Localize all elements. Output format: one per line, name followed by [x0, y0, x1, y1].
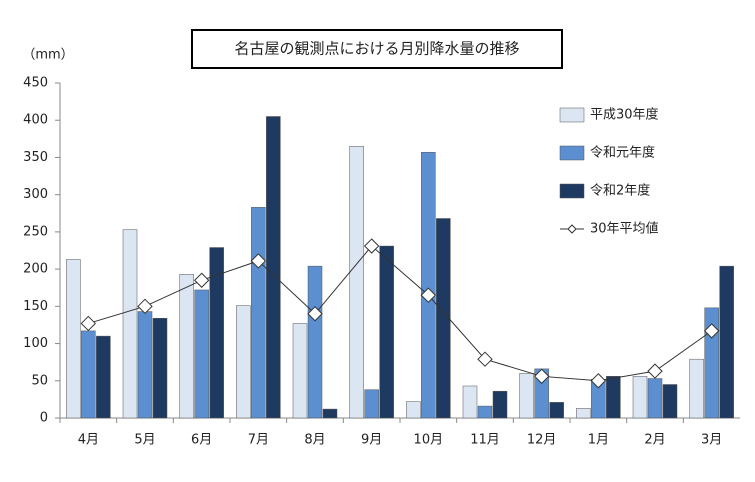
bar	[81, 330, 96, 419]
x-tick-label: 8月	[304, 433, 325, 448]
legend-swatch	[559, 145, 585, 161]
bar	[719, 265, 734, 419]
legend-marker	[567, 224, 577, 234]
bar	[704, 307, 719, 419]
bar	[519, 373, 534, 419]
bar	[209, 247, 224, 419]
bar	[689, 358, 704, 419]
marker	[137, 298, 153, 315]
bar	[292, 323, 308, 419]
bar	[492, 390, 508, 419]
y-tick-label: 450	[23, 76, 48, 91]
x-tick-label: 10月	[414, 433, 444, 448]
line	[88, 245, 712, 382]
marker	[647, 363, 663, 379]
bar	[66, 259, 81, 419]
bar	[647, 378, 663, 419]
marker	[703, 323, 720, 339]
bar	[152, 317, 168, 419]
bar	[406, 401, 421, 419]
legend-swatch	[559, 107, 585, 123]
bar	[349, 146, 364, 419]
marker	[193, 272, 210, 288]
x-tick-label: 9月	[361, 433, 382, 448]
x-tick-label: 3月	[701, 433, 722, 448]
bar	[122, 229, 138, 419]
bar	[364, 389, 379, 419]
y-tick-label: 300	[23, 187, 48, 202]
marker	[420, 287, 437, 303]
x-tick-label: 11月	[470, 433, 500, 448]
y-tick-label: 0	[40, 411, 48, 426]
marker	[477, 351, 493, 367]
y-tick-label: 150	[23, 299, 48, 314]
bar	[477, 405, 493, 419]
marker	[250, 253, 267, 269]
bar	[96, 335, 111, 419]
bar	[137, 311, 153, 419]
x-tick-label: 4月	[78, 433, 99, 448]
bar	[236, 305, 251, 419]
legend-label: 令和2年度	[590, 183, 650, 199]
legend-label: 30年平均値	[590, 221, 659, 237]
bar	[179, 274, 194, 419]
y-tick-label: 350	[23, 150, 48, 165]
bar	[606, 376, 621, 419]
bar	[576, 408, 591, 419]
x-tick-label: 2月	[644, 433, 665, 448]
marker	[533, 368, 550, 385]
legend-label: 令和元年度	[590, 145, 655, 161]
bar	[662, 384, 678, 419]
x-tick-label: 1月	[588, 433, 609, 448]
chart-title: 名古屋の観測点における月別降水量の推移	[234, 40, 519, 58]
legend-swatch	[559, 183, 585, 199]
bar	[194, 289, 209, 419]
bar	[266, 116, 281, 419]
y-unit: （mm）	[22, 48, 73, 63]
marker	[363, 238, 380, 254]
y-tick-label: 200	[23, 262, 48, 277]
bar	[549, 402, 564, 419]
y-tick-label: 100	[23, 336, 48, 351]
marker	[80, 315, 97, 332]
legend-label: 平成30年度	[590, 107, 659, 123]
y-tick-label: 50	[31, 373, 48, 388]
x-tick-label: 5月	[134, 433, 155, 448]
marker	[590, 373, 607, 389]
bar	[322, 408, 338, 419]
bar	[421, 151, 436, 419]
x-tick-label: 12月	[527, 433, 557, 448]
x-tick-label: 7月	[248, 433, 269, 448]
bar	[632, 376, 648, 419]
bar	[462, 385, 478, 419]
y-tick-label: 400	[23, 113, 48, 128]
y-tick-label: 250	[23, 224, 48, 239]
bar	[436, 218, 451, 419]
bar	[251, 207, 266, 419]
bar	[307, 265, 323, 419]
bar	[379, 245, 394, 419]
x-tick-label: 6月	[191, 433, 212, 448]
title-box	[191, 29, 563, 69]
marker	[307, 306, 323, 322]
